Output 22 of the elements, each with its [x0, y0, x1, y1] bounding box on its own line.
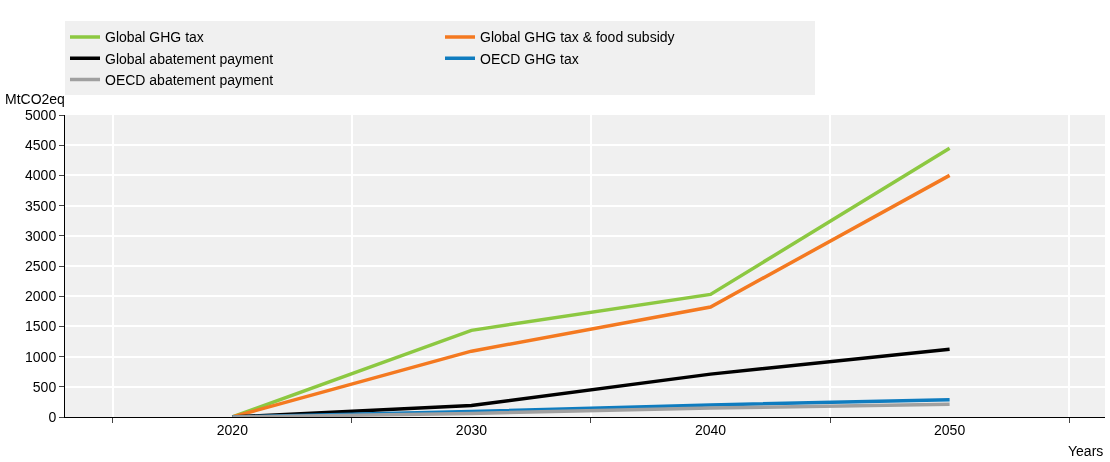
legend-label: OECD abatement payment — [105, 71, 274, 88]
y-tick-label: 2500 — [25, 257, 57, 274]
x-tick-label: 2050 — [934, 421, 966, 438]
y-tick-label: 1500 — [25, 318, 57, 335]
legend-label: Global abatement payment — [105, 50, 274, 67]
legend-label: Global GHG tax & food subsidy — [480, 29, 675, 46]
y-tick-label: 5000 — [25, 106, 57, 123]
x-axis-title: Years — [1068, 443, 1104, 459]
y-tick-label: 4000 — [25, 167, 57, 184]
y-tick-label: 3000 — [25, 227, 57, 244]
legend-label: Global GHG tax — [105, 29, 204, 46]
y-tick-label: 0 — [48, 408, 57, 425]
legend-label: OECD GHG tax — [480, 50, 579, 67]
x-tick-label: 2030 — [455, 421, 488, 438]
y-tick-label: 500 — [32, 378, 57, 395]
y-tick-label: 3500 — [25, 197, 57, 214]
y-tick-label: 2000 — [25, 288, 57, 305]
x-tick-label: 2040 — [694, 421, 727, 438]
y-tick-label: 4500 — [25, 137, 57, 154]
y-tick-label: 1000 — [25, 348, 57, 365]
y-axis-title: MtCO2eq — [5, 91, 65, 107]
x-tick-label: 2020 — [216, 421, 249, 438]
